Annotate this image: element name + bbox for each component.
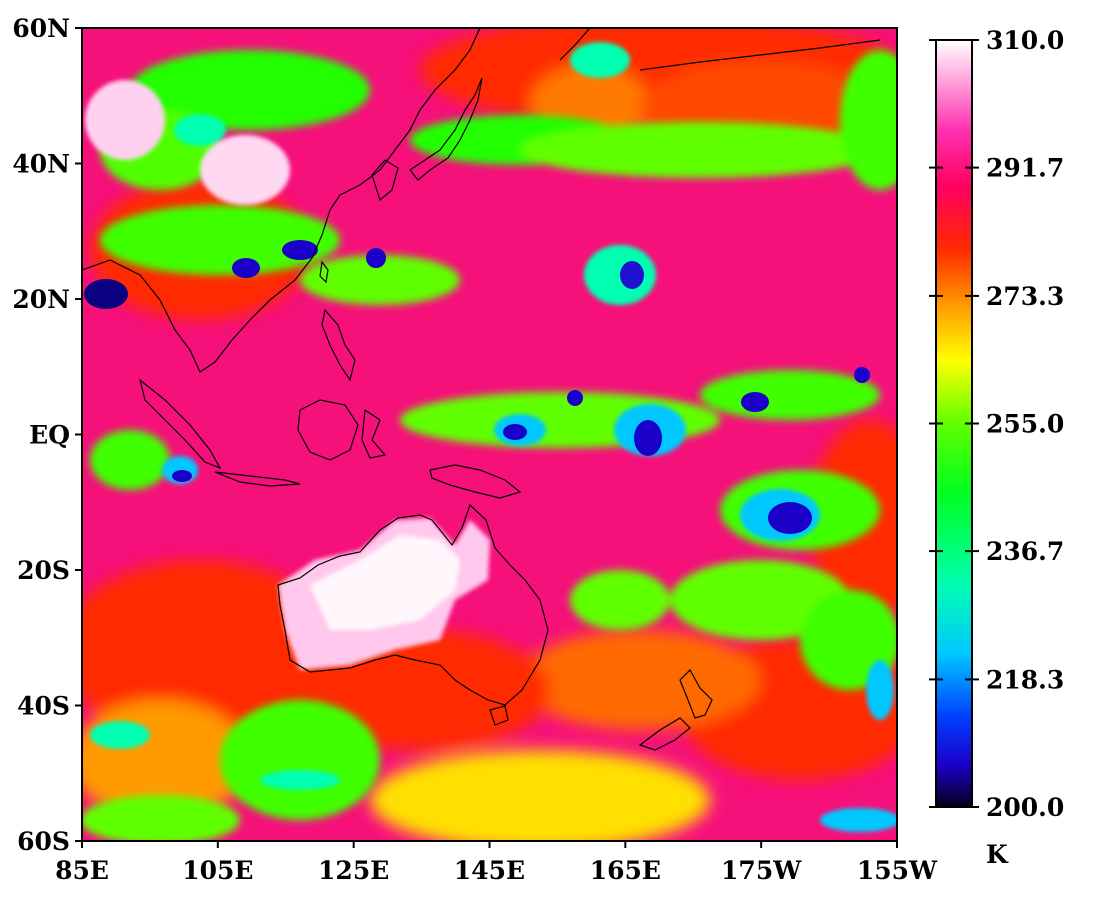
x-tick-label: 175W xyxy=(721,856,802,885)
y-tick-label: 60S xyxy=(17,827,70,856)
colorbar-ticks: 310.0 291.7 273.3 255.0 236.7 218.3 200.0 xyxy=(929,26,1064,822)
tasmania-coastline xyxy=(489,705,509,726)
java-coastline xyxy=(214,471,301,487)
brightness-temperature-field xyxy=(82,28,897,841)
colorbar-unit-label: K xyxy=(986,840,1009,869)
colorbar-tick-label: 255.0 xyxy=(986,410,1064,439)
x-tick-label: 165E xyxy=(590,856,661,885)
x-tick-label: 155W xyxy=(857,856,938,885)
y-tick-label: EQ xyxy=(29,421,70,450)
korea-coastline xyxy=(371,159,399,202)
hot-land-surfaces xyxy=(85,80,490,670)
y-tick-label: 20N xyxy=(12,285,70,314)
philippines-coastline xyxy=(321,308,356,382)
sulawesi-coastline xyxy=(361,408,387,459)
colorbar-tick-label: 236.7 xyxy=(986,537,1064,566)
colorbar-tick-label: 310.0 xyxy=(986,26,1064,55)
x-axis-ticks: 85E 105E 125E 145E 165E 175W 155W xyxy=(55,841,938,885)
colorbar-tick-label: 200.0 xyxy=(986,793,1064,822)
borneo-coastline xyxy=(297,399,359,461)
asia-coastline xyxy=(82,28,481,373)
kamchatka-coastline xyxy=(559,28,591,61)
cold-cloud-bands xyxy=(82,50,897,841)
colorbar-tick-label: 218.3 xyxy=(986,665,1064,694)
y-tick-label: 60N xyxy=(12,14,70,43)
y-tick-label: 40N xyxy=(12,150,70,179)
coastlines xyxy=(82,28,881,751)
x-tick-label: 125E xyxy=(318,856,389,885)
japan-coastline xyxy=(409,77,483,181)
x-tick-label: 145E xyxy=(454,856,525,885)
aleutian-arc xyxy=(639,39,881,71)
deep-convection-cores xyxy=(84,240,870,534)
x-tick-label: 105E xyxy=(182,856,253,885)
y-tick-label: 20S xyxy=(17,556,70,585)
australia-coastline xyxy=(277,503,549,706)
colorbar-tick-label: 273.3 xyxy=(986,282,1064,311)
new-guinea-coastline xyxy=(429,464,522,499)
new-zealand-north-coastline xyxy=(679,669,713,719)
x-tick-label: 85E xyxy=(55,856,109,885)
y-tick-label: 40S xyxy=(17,692,70,721)
new-zealand-south-coastline xyxy=(638,717,691,751)
taiwan-coastline xyxy=(319,260,329,284)
sumatra-coastline xyxy=(138,378,222,470)
y-axis-ticks: 60N 40N 20N EQ 20S 40S 60S xyxy=(12,14,82,856)
colorbar-tick-label: 291.7 xyxy=(986,154,1064,183)
